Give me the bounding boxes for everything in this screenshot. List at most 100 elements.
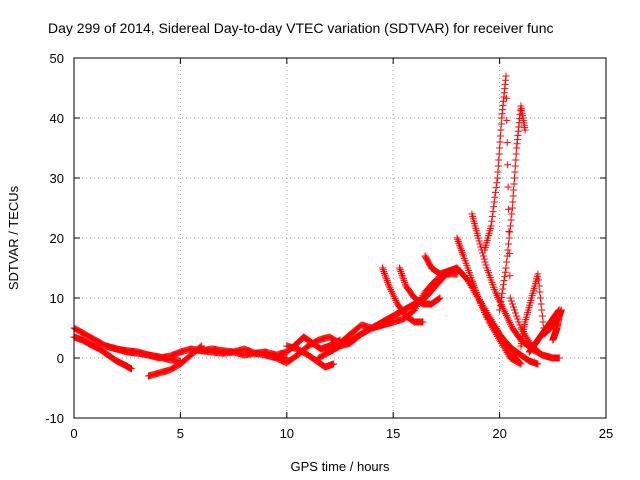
data-point-interp xyxy=(477,243,485,251)
data-point-interp xyxy=(492,188,500,196)
data-point-interp xyxy=(512,150,520,158)
data-point-interp xyxy=(498,293,506,301)
data-point xyxy=(502,72,510,80)
data-point-interp xyxy=(498,289,506,297)
data-point-interp xyxy=(511,168,519,176)
data-point xyxy=(474,234,482,242)
data-point-interp xyxy=(382,275,390,283)
data-point-interp xyxy=(510,174,518,182)
data-point-interp xyxy=(481,308,489,316)
data-point-interp xyxy=(506,272,514,280)
data-point-interp xyxy=(490,203,498,211)
data-point xyxy=(453,234,461,242)
data-point-interp xyxy=(481,258,489,266)
data-point-interp xyxy=(454,238,462,246)
data-point xyxy=(508,204,516,212)
data-point-interp xyxy=(503,252,511,260)
data-point-interp xyxy=(384,280,392,288)
data-point-interp xyxy=(434,295,442,303)
data-point-interp xyxy=(456,243,464,251)
series-track-u xyxy=(549,306,565,344)
data-point-interp xyxy=(497,298,505,306)
data-point-interp xyxy=(401,278,409,286)
data-point-interp xyxy=(500,277,508,285)
data-point-interp xyxy=(509,198,517,206)
data-point-interp xyxy=(392,296,400,304)
data-point-interp xyxy=(538,312,546,320)
data-point xyxy=(127,365,135,373)
data-point-interp xyxy=(470,281,478,289)
data-point-interp xyxy=(507,216,515,224)
y-axis-label: SDTVAR / TECUs xyxy=(6,185,21,290)
data-point-interp xyxy=(398,271,406,279)
data-point-interp xyxy=(495,156,503,164)
data-point xyxy=(410,306,418,314)
data-point-interp xyxy=(496,297,504,305)
data-point-interp xyxy=(505,234,513,242)
data-point-interp xyxy=(335,337,343,345)
data-point-interp xyxy=(488,217,496,225)
data-point-interp xyxy=(492,184,500,192)
data-point-interp xyxy=(511,162,519,170)
data-point xyxy=(396,264,404,272)
data-point-interp xyxy=(505,317,513,325)
data-point-interp xyxy=(496,132,504,140)
data-point-interp xyxy=(492,290,500,298)
data-point-interp xyxy=(493,179,501,187)
data-point xyxy=(557,306,565,314)
data-point-interp xyxy=(502,94,510,102)
data-point-interp xyxy=(469,280,477,288)
data-point-interp xyxy=(509,192,517,200)
data-point-interp xyxy=(502,311,510,319)
data-point-interp xyxy=(506,222,514,230)
data-point xyxy=(521,126,529,134)
data-point-interp xyxy=(397,269,405,277)
data-point-interp xyxy=(197,343,205,351)
data-point-interp xyxy=(501,268,509,276)
data-point-interp xyxy=(503,258,511,266)
x-tick-label: 20 xyxy=(492,426,506,441)
data-point-interp xyxy=(469,278,477,286)
data-point-interp xyxy=(389,291,397,299)
data-point-interp xyxy=(480,255,488,263)
data-point xyxy=(502,264,510,272)
data-point-interp xyxy=(473,290,481,298)
data-point-interp xyxy=(393,298,401,306)
x-tick-label: 15 xyxy=(386,426,400,441)
data-point xyxy=(330,360,338,368)
data-point-interp xyxy=(475,296,483,304)
ticks xyxy=(73,57,607,419)
series-track-o xyxy=(453,234,542,368)
data-point-interp xyxy=(506,319,514,327)
data-point-interp xyxy=(510,186,518,194)
data-point-interp xyxy=(510,306,518,314)
data-point-interp xyxy=(507,320,515,328)
data-point-interp xyxy=(470,283,478,291)
data-point-interp xyxy=(490,198,498,206)
y-tick-label: 20 xyxy=(50,231,64,246)
data-point-interp xyxy=(515,318,523,326)
data-point-interp xyxy=(384,278,392,286)
data-point-interp xyxy=(505,205,513,213)
data-point xyxy=(534,360,542,368)
data-point-interp xyxy=(399,273,407,281)
data-point-interp xyxy=(512,156,520,164)
data-point-interp xyxy=(497,126,505,134)
tick-labels: 0 5 10 15 20 25 -10 0 10 20 30 40 50 xyxy=(45,51,613,441)
data-point-interp xyxy=(488,212,496,220)
data-point xyxy=(474,294,482,302)
data-point xyxy=(436,294,444,302)
data-point-interp xyxy=(512,309,520,317)
data-point-interp xyxy=(387,286,395,294)
data-point-interp xyxy=(495,150,503,158)
data-point-interp xyxy=(525,338,533,346)
data-point-interp xyxy=(537,300,545,308)
y-tick-label: 0 xyxy=(57,351,64,366)
data-point-interp xyxy=(472,289,480,297)
data-point-interp xyxy=(491,193,499,201)
data-point-interp xyxy=(454,236,462,244)
data-point-interp xyxy=(456,241,464,249)
data-point-interp xyxy=(504,246,512,254)
data-point-interp xyxy=(494,162,502,170)
data-point-interp xyxy=(457,245,465,253)
